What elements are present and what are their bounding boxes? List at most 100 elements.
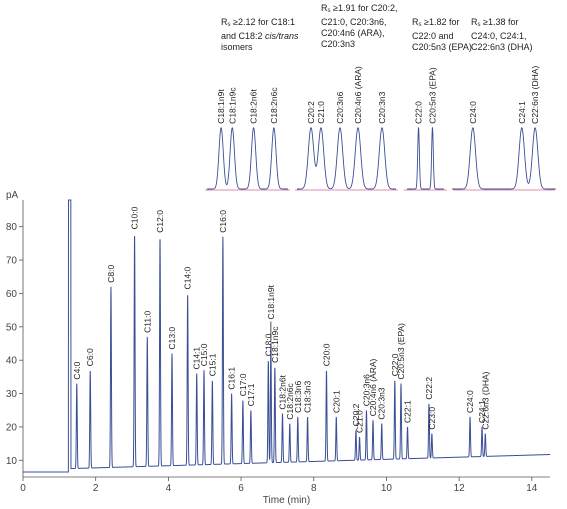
inset-trace [297, 127, 396, 190]
peak-label-c20-5n3-epa: C20:5n3 (EPA) [396, 323, 406, 380]
resolution-subscript: s [327, 8, 331, 14]
inset-trace [452, 127, 556, 190]
inset-annotation-line: Rs ≥1.38 for [471, 17, 519, 28]
peak-label-c16-1: C16:1 [227, 367, 237, 390]
x-tick-label: 0 [20, 483, 26, 494]
peak-label-c22-6n3-dha: C22:6n3 (DHA) [480, 371, 490, 429]
inset-annotation-c22: Rs ≥1.82 for C22:0 and C20:5n3 (EPA) [412, 17, 472, 53]
y-tick-label: 40 [6, 356, 18, 367]
resolution-symbol: R [471, 17, 478, 27]
x-tick-label: 14 [526, 483, 538, 494]
inset-annotation-c20: Rs ≥1.91 for C20:2, C21:0, C20:3n6, C20:4n… [321, 3, 397, 50]
inset-peak-label-c21-0: C21:0 [316, 101, 326, 124]
x-tick-label: 8 [311, 483, 317, 494]
y-tick-label: 10 [6, 456, 18, 467]
y-tick-label: 30 [6, 389, 18, 400]
inset-annotation-line: and C18:2 cis/trans [221, 31, 299, 41]
inset-trace [206, 127, 288, 190]
peak-label-c14-0: C14:0 [183, 266, 193, 289]
peak-label-c16-0: C16:0 [218, 210, 228, 233]
peak-label-c20-3n6: C20:3n6 [361, 374, 371, 406]
peak-label-c18-3n3: C18:3n3 [303, 381, 313, 413]
inset-peak-label-c20-3n6: C20:3n6 [335, 91, 345, 123]
inset-annotation-line: Rs ≥2.12 for C18:1 [221, 17, 295, 28]
peak-label-c18-0: C18:0 [263, 333, 273, 356]
x-tick-label: 2 [93, 483, 99, 494]
inset-1: C18:1n9t C18:1n9c C18:2n6t C18:2n6c [205, 87, 290, 191]
axes: 0 2 4 6 8 10 12 14 10 20 30 40 50 60 70 80 pA Time (min) [6, 190, 550, 506]
chromatogram-trace [23, 199, 550, 473]
inset-annotation-line: C20:3n3 [321, 39, 356, 49]
inset-peak-label-c24-1: C24:1 [517, 101, 527, 124]
inset-peak-label-c20-3n3: C20:3n3 [377, 91, 387, 123]
inset-peak-label-c18-2n6t: C18:2n6t [249, 89, 259, 124]
peak-label-c10-0: C10:0 [130, 206, 140, 229]
peak-label-c20-4n6-ara: C20:4n6 (ARA) [368, 358, 378, 416]
peak-label-c24-1: C24:1 [477, 400, 487, 423]
y-tick-label: 80 [6, 222, 18, 233]
peak-label-c15-1: C15:1 [207, 353, 217, 376]
x-tick-label: 6 [238, 483, 244, 494]
y-tick-label: 60 [6, 289, 18, 300]
y-tick-label: 50 [6, 322, 18, 333]
y-tick-label: 70 [6, 256, 18, 267]
inset-annotation-line: isomers [221, 42, 253, 52]
y-tick-label: 20 [6, 422, 18, 433]
x-axis-label: Time (min) [263, 495, 310, 506]
peak-label-c11-0: C11:0 [142, 311, 152, 333]
peak-label-c18-1n9t: C18:1n9t [266, 284, 276, 319]
peak-label-c22-2: C22:2 [424, 377, 434, 400]
peak-labels: C4:0C6:0 C8:0 C10:0 C11:0 C12:0 C13:0 C14:0 C14… [72, 206, 491, 433]
inset-annotation-line: C20:4n6 (ARA), [321, 28, 385, 38]
peak-label-c20-1: C20:1 [331, 390, 341, 413]
peak-label-c15-0: C15:0 [199, 343, 209, 366]
peak-label-c20-3n3: C20:3n3 [377, 387, 387, 419]
x-tick-label: 4 [166, 483, 172, 494]
inset-peak-label-c20-5n3-epa: C20:5n3 (EPA) [427, 67, 437, 124]
peak-label-c24-0: C24:0 [465, 390, 475, 413]
peak-label-c22-0: C22:0 [390, 353, 400, 376]
inset-peak-label-c22-0: C22:0 [414, 101, 424, 124]
inset-annotation-line: C21:0, C20:3n6, [321, 17, 387, 27]
resolution-symbol: R [321, 3, 328, 13]
peak-label-c22-1: C22:1 [403, 400, 413, 423]
peak-label-c14-1: C14:1 [192, 347, 202, 370]
inset-peak-label-c22-6n3-dha: C22:6n3 (DHA) [530, 66, 540, 124]
insets: C18:1n9t C18:1n9c C18:2n6t C18:2n6c C20:2 C21… [205, 66, 556, 191]
inset-2: C20:2 C21:0 C20:3n6 C20:4n6 (ARA) C20:3n3 [295, 66, 398, 191]
x-tick-label: 10 [381, 483, 393, 494]
inset-trace [407, 126, 444, 190]
peak-label-c18-1n9c: C18:1n9c [270, 326, 280, 363]
inset-peak-label-c24-0: C24:0 [468, 101, 478, 124]
peak-label-c8-0: C8:0 [106, 265, 116, 283]
inset-annotation-line: C24:0, C24:1, [471, 31, 527, 41]
peak-label-c23-0: C23:0 [427, 407, 437, 430]
y-axis-label: pA [6, 190, 19, 201]
resolution-symbol: R [412, 17, 419, 27]
resolution-symbol: R [221, 17, 228, 27]
resolution-subscript: s [227, 22, 231, 28]
peak-label-c4-0: C4:0 [72, 361, 82, 379]
inset-peak-label-c18-1n9c: C18:1n9c [227, 87, 237, 124]
main-trace [23, 199, 550, 473]
inset-annotation-line: C20:5n3 (EPA) [412, 42, 472, 52]
inset-annotation-c18: Rs ≥2.12 for C18:1 and C18:2 cis/trans iso… [221, 17, 299, 53]
peak-label-c6-0: C6:0 [85, 348, 95, 366]
inset-peak-label-c20-4n6-ara: C20:4n6 (ARA) [353, 66, 363, 124]
peak-label-c20-0: C20:0 [321, 343, 331, 366]
peak-label-c17-1: C17:1 [246, 383, 256, 406]
peak-label-c13-0: C13:0 [167, 327, 177, 350]
peak-label-c21-0: C21:0 [355, 410, 365, 433]
inset-3: C22:0 C20:5n3 (EPA) [404, 67, 447, 191]
x-tick-label: 12 [454, 483, 466, 494]
inset-annotation-line: C22:6n3 (DHA) [471, 42, 533, 52]
inset-4: C24:0 C24:1 C22:6n3 (DHA) [452, 66, 556, 191]
inset-annotation-line: C22:0 and [412, 31, 454, 41]
inset-annotation-line: Rs ≥1.91 for C20:2, [321, 3, 398, 14]
resolution-subscript: s [418, 22, 422, 28]
peak-label-c18-3n6: C18:3n6 [293, 381, 303, 413]
inset-peak-label-c18-2n6c: C18:2n6c [269, 87, 279, 124]
inset-annotation-c24: Rs ≥1.38 for C24:0, C24:1, C22:6n3 (DHA) [471, 17, 533, 53]
peak-label-c17-0: C17:0 [238, 373, 248, 396]
